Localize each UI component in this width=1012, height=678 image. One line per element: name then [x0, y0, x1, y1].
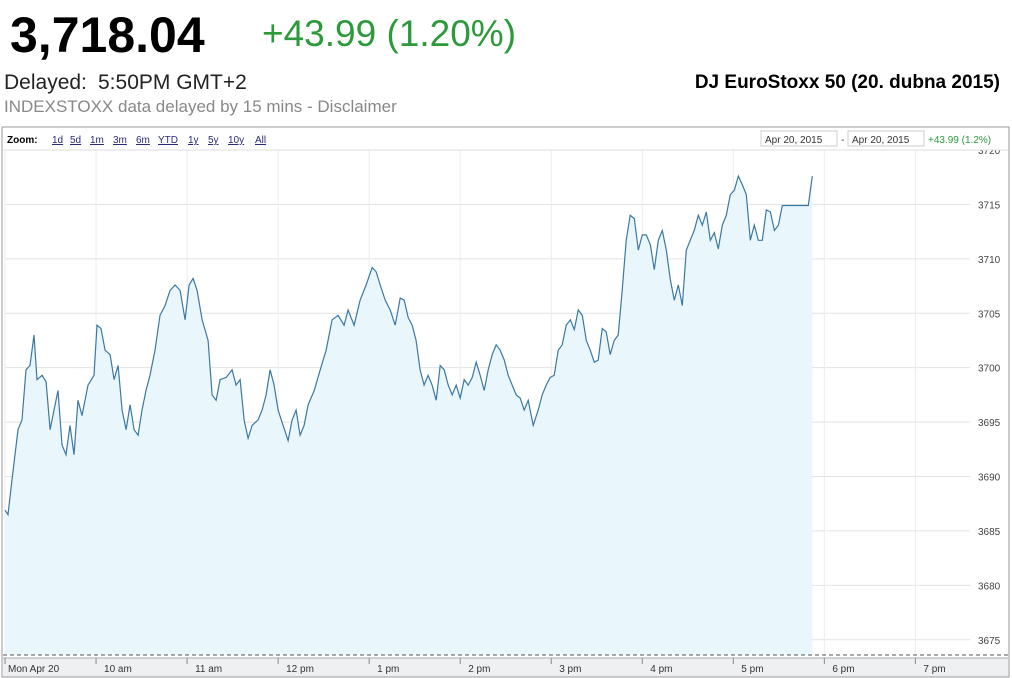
zoom-option[interactable]: 5y [208, 135, 219, 146]
x-tick-label: 6 pm [832, 664, 854, 675]
range-end: Apr 20, 2015 [852, 135, 910, 146]
chart-title: DJ EuroStoxx 50 (20. dubna 2015) [695, 72, 1000, 93]
x-tick-label: 5 pm [741, 664, 763, 675]
delayed-label: Delayed: [4, 71, 87, 94]
x-tick-label: 3 pm [559, 664, 581, 675]
x-tick-label: 1 pm [377, 664, 399, 675]
range-start-box[interactable] [760, 130, 838, 147]
area-fill [5, 176, 813, 655]
zoom-option[interactable]: 1y [188, 135, 199, 146]
x-tick-label: 11 am [195, 664, 222, 675]
delayed-time: 5:50PM GMT+2 [98, 71, 247, 94]
y-tick-label: 3705 [978, 309, 1001, 320]
range-end-box[interactable] [847, 130, 925, 147]
zoom-option[interactable]: 10y [228, 135, 244, 146]
range-start: Apr 20, 2015 [765, 135, 823, 146]
zoom-option[interactable]: 1m [90, 135, 104, 146]
y-tick-label: 3685 [978, 527, 1001, 538]
x-tick-label: 12 pm [286, 664, 314, 675]
y-tick-label: 3700 [978, 364, 1001, 375]
toolbar-bg [3, 128, 1008, 150]
zoom-label: Zoom: [7, 135, 38, 146]
x-tick-label: 10 am [104, 664, 132, 675]
x-tick-label: 7 pm [923, 664, 945, 675]
zoom-option[interactable]: YTD [158, 135, 178, 146]
price: 3,718.04 [10, 7, 205, 63]
y-tick-label: 3715 [978, 200, 1001, 211]
y-tick-label: 3710 [978, 255, 1001, 266]
x-tick-label: Mon Apr 20 [8, 664, 60, 675]
y-tick-label: 3690 [978, 473, 1001, 484]
range-separator: - [841, 135, 844, 146]
zoom-option[interactable]: 1d [52, 135, 63, 146]
y-tick-label: 3695 [978, 418, 1001, 429]
zoom-option[interactable]: 5d [70, 135, 81, 146]
zoom-option[interactable]: All [255, 135, 266, 146]
price-change: +43.99 (1.20%) [262, 13, 516, 54]
x-axis-strip [3, 658, 1008, 677]
chart-frame [1, 126, 1010, 678]
x-tick-label: 2 pm [468, 664, 490, 675]
y-tick-label: 3720 [978, 146, 1001, 157]
zoom-option[interactable]: 6m [136, 135, 150, 146]
toolbar: Zoom: Apr 20, 2015 - Apr 20, 2015 +43.99… [3, 128, 1008, 151]
y-tick-label: 3675 [978, 636, 1001, 647]
y-tick-label: 3680 [978, 581, 1001, 592]
price-line [4, 174, 813, 517]
x-tick-label: 4 pm [650, 664, 672, 675]
plot-area: 3675 3680 3685 3690 3695 3700 3705 3710 3715 3720… [3, 146, 1008, 677]
zoom-option[interactable]: 3m [113, 135, 127, 146]
range-change: +43.99 (1.2%) [928, 135, 991, 146]
disclaimer[interactable]: INDEXSTOXX data delayed by 15 mins - Dis… [4, 97, 397, 116]
